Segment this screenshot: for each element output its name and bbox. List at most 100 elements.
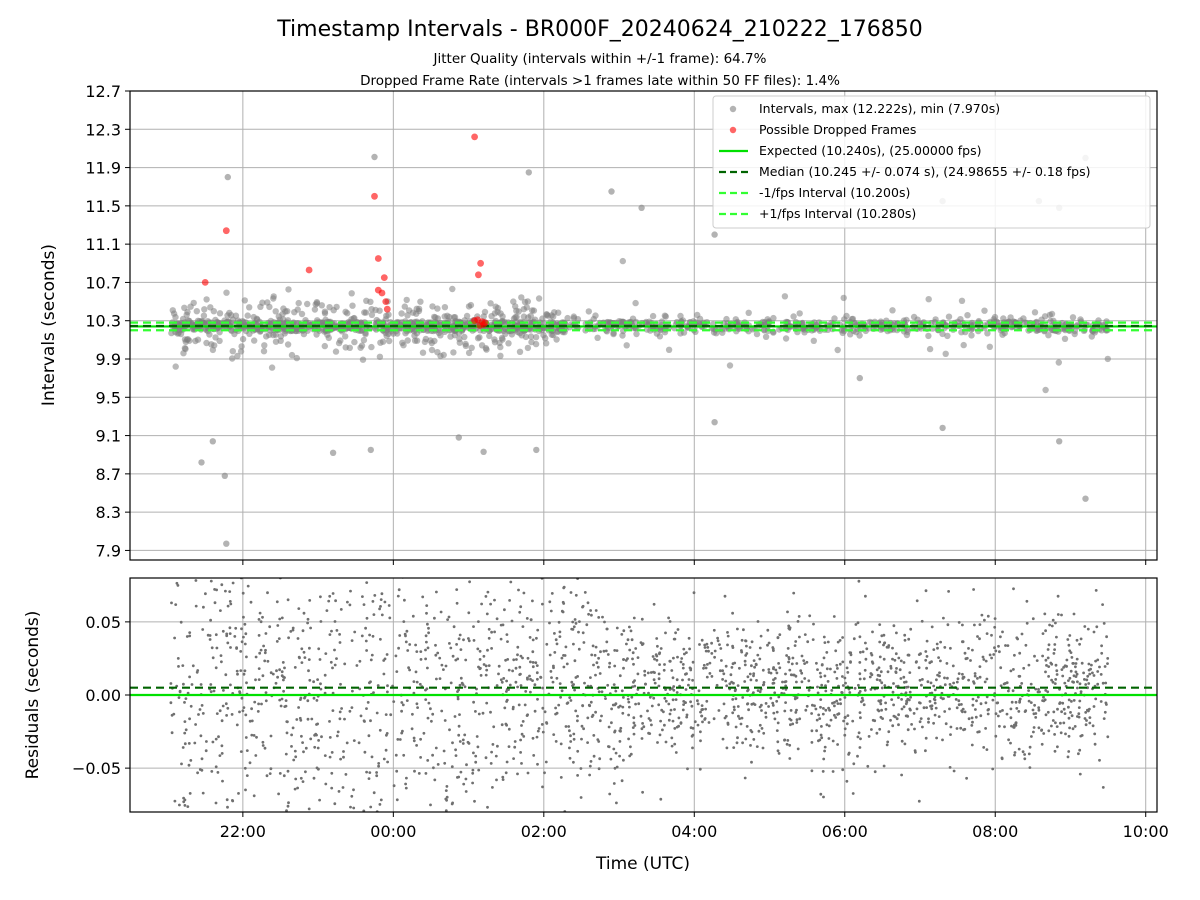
interval-point bbox=[227, 326, 235, 334]
residual-point bbox=[440, 709, 444, 713]
residual-point bbox=[1029, 701, 1033, 704]
residual-point bbox=[1051, 719, 1055, 722]
residual-point bbox=[800, 671, 804, 675]
residual-point bbox=[549, 670, 553, 673]
interval-point bbox=[386, 337, 393, 345]
residual-point bbox=[918, 678, 922, 682]
residual-point bbox=[650, 723, 653, 727]
residual-point bbox=[1051, 680, 1055, 684]
interval-point bbox=[291, 309, 298, 316]
residual-point bbox=[306, 717, 310, 721]
residual-point bbox=[636, 656, 640, 659]
residual-point bbox=[657, 672, 661, 676]
residual-point bbox=[572, 760, 575, 764]
residual-point bbox=[181, 818, 184, 821]
residual-point bbox=[672, 637, 676, 641]
residual-point bbox=[786, 610, 789, 614]
residual-point bbox=[1075, 657, 1079, 661]
residual-point bbox=[756, 689, 760, 692]
interval-point bbox=[363, 297, 370, 304]
residual-point bbox=[822, 656, 826, 660]
residual-point bbox=[597, 690, 601, 694]
interval-point bbox=[260, 348, 268, 355]
residual-point bbox=[728, 682, 732, 686]
residual-point bbox=[811, 703, 814, 707]
residual-point bbox=[792, 673, 796, 677]
residual-point bbox=[453, 715, 457, 718]
residual-point bbox=[224, 702, 228, 706]
residual-point bbox=[767, 705, 770, 708]
residual-point bbox=[873, 719, 877, 723]
residual-point bbox=[594, 673, 597, 677]
interval-point bbox=[796, 310, 803, 317]
residual-point bbox=[704, 707, 707, 711]
interval-point bbox=[564, 314, 571, 322]
residual-point bbox=[658, 663, 661, 666]
residual-point bbox=[1084, 683, 1088, 686]
residual-point bbox=[242, 706, 246, 709]
residual-point bbox=[655, 658, 659, 662]
residual-point bbox=[442, 816, 445, 819]
residual-point bbox=[531, 661, 535, 664]
interval-point-outlier bbox=[221, 472, 228, 479]
residual-point bbox=[819, 698, 823, 701]
residual-point bbox=[805, 704, 809, 708]
residual-point bbox=[915, 599, 919, 603]
residual-point bbox=[786, 647, 790, 650]
residual-point bbox=[946, 623, 950, 627]
residual-point bbox=[924, 589, 928, 593]
residual-point bbox=[1042, 695, 1045, 699]
interval-point bbox=[465, 349, 473, 357]
residual-point bbox=[576, 774, 579, 777]
residual-point bbox=[893, 715, 897, 719]
residual-point bbox=[1084, 723, 1088, 727]
residual-point bbox=[818, 717, 822, 720]
residual-point bbox=[841, 684, 845, 687]
residual-point bbox=[865, 647, 869, 651]
residual-point bbox=[1024, 709, 1028, 713]
residual-point bbox=[194, 604, 198, 608]
residual-point bbox=[903, 680, 906, 684]
residual-point bbox=[521, 625, 525, 628]
residual-point bbox=[200, 757, 204, 761]
residual-point bbox=[690, 704, 694, 708]
residual-point bbox=[209, 813, 212, 816]
interval-point bbox=[491, 336, 498, 343]
residual-point bbox=[607, 725, 611, 729]
residual-point bbox=[425, 604, 429, 607]
residual-point bbox=[189, 704, 193, 708]
residual-point bbox=[213, 601, 217, 605]
residual-point bbox=[456, 690, 459, 693]
residual-point bbox=[978, 623, 982, 626]
residual-point bbox=[235, 669, 239, 673]
interval-point bbox=[1042, 386, 1049, 394]
residual-point bbox=[1011, 689, 1015, 693]
residual-point bbox=[793, 644, 797, 647]
residual-point bbox=[207, 817, 210, 820]
residual-point bbox=[668, 712, 672, 716]
residual-point bbox=[1062, 666, 1065, 669]
residual-point bbox=[245, 774, 249, 777]
residual-point bbox=[1047, 675, 1050, 678]
residual-point bbox=[1002, 682, 1006, 686]
interval-point bbox=[441, 313, 448, 320]
residual-point bbox=[612, 683, 616, 686]
residual-point bbox=[291, 626, 295, 630]
residual-point bbox=[435, 677, 438, 681]
residual-point bbox=[599, 650, 602, 654]
residual-point bbox=[983, 680, 987, 684]
intervals-y-ticks: 7.98.38.79.19.59.910.310.711.111.511.912… bbox=[85, 82, 130, 560]
residual-point bbox=[239, 750, 243, 753]
residual-point bbox=[382, 659, 386, 662]
residual-point bbox=[522, 591, 526, 595]
residual-point bbox=[776, 721, 780, 725]
interval-point bbox=[372, 306, 379, 314]
interval-point-outlier bbox=[638, 204, 645, 211]
residual-point bbox=[335, 629, 339, 632]
residual-point bbox=[201, 712, 205, 715]
residual-point bbox=[741, 741, 744, 745]
residual-point bbox=[943, 646, 947, 649]
residual-point bbox=[970, 724, 974, 727]
x-tick-label: 10:00 bbox=[1123, 822, 1169, 841]
residual-point bbox=[992, 653, 996, 656]
